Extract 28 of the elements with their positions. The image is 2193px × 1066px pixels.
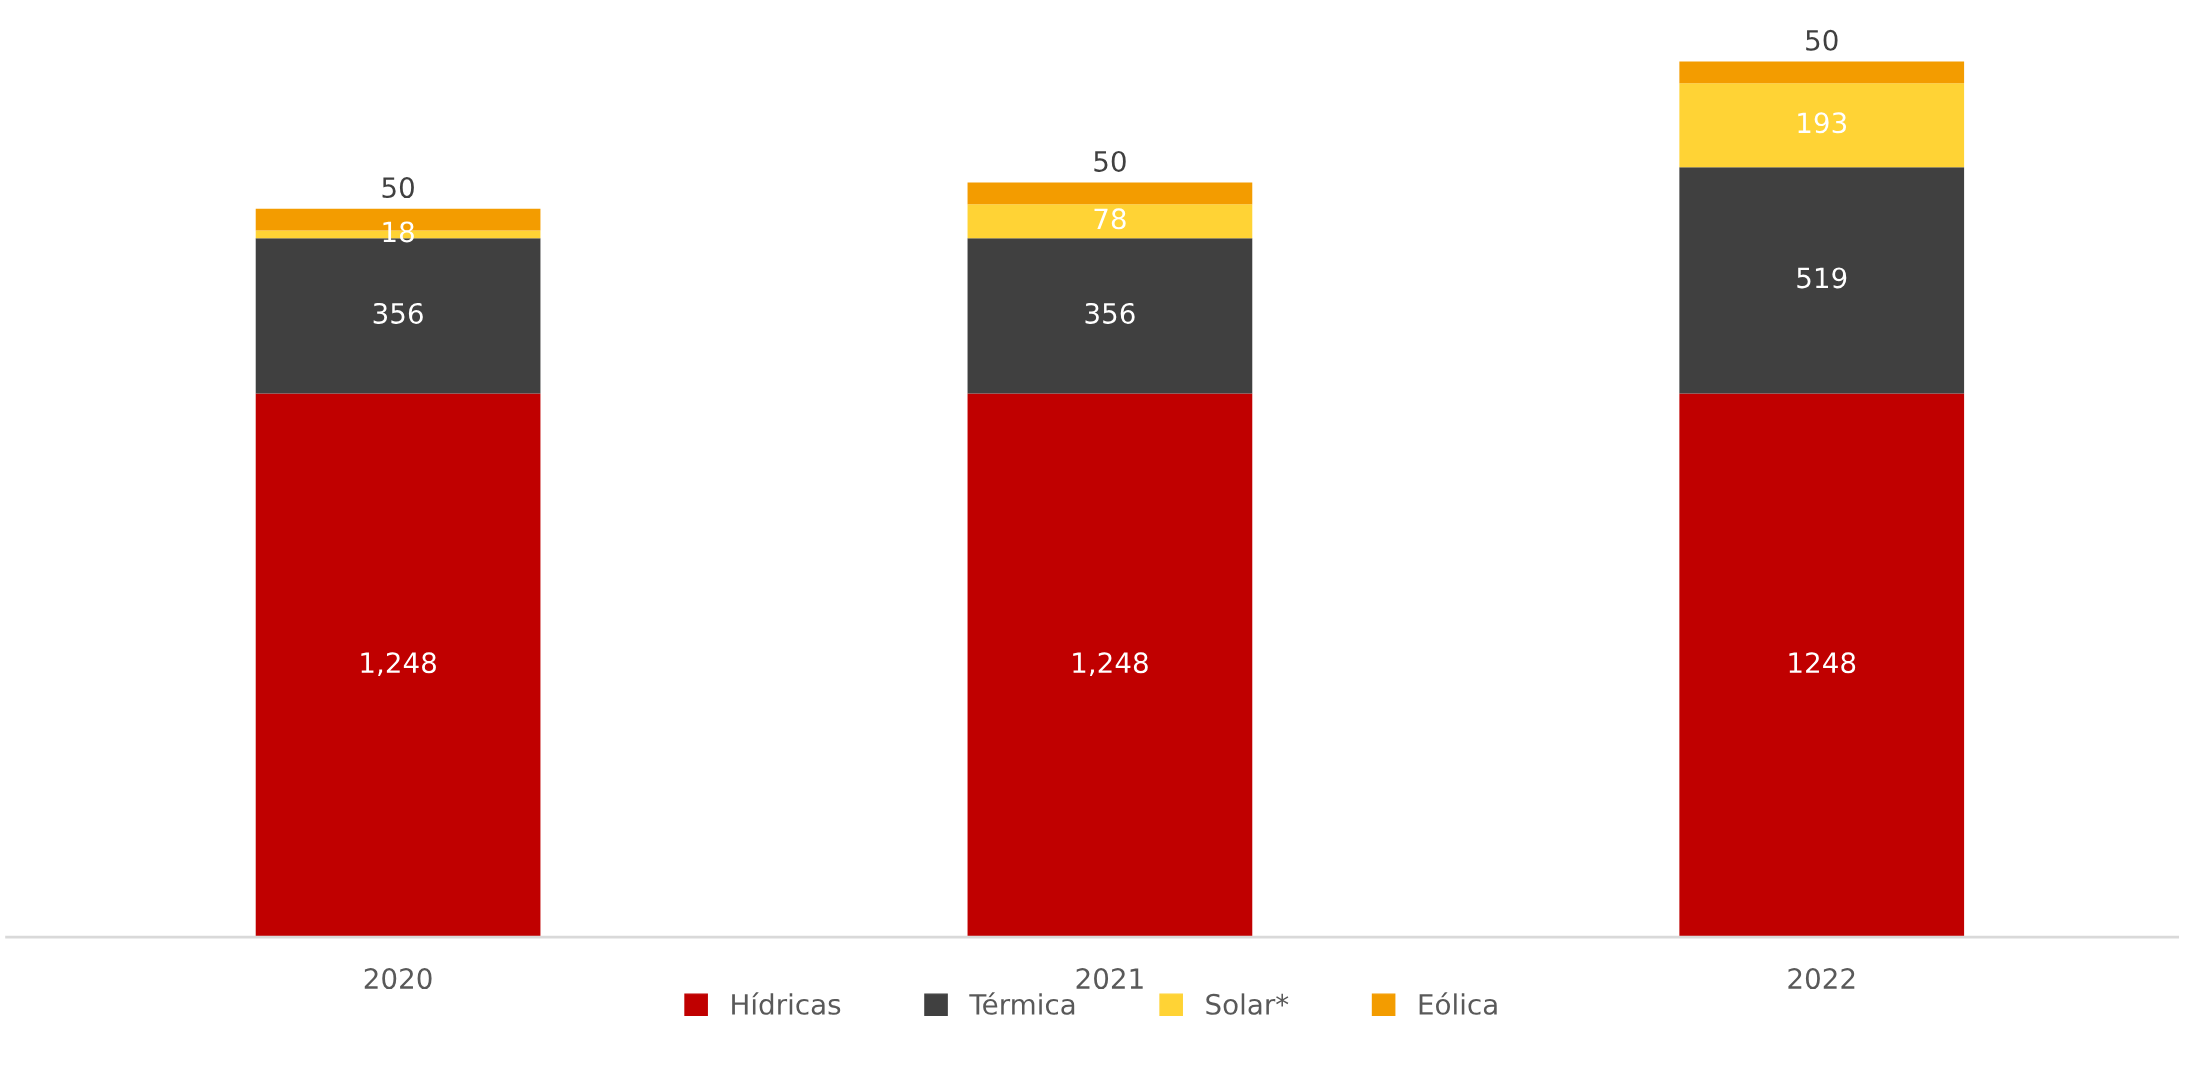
x-tick-label: 2020	[364, 968, 432, 990]
data-label: 356	[373, 302, 423, 324]
bar	[967, 238, 1253, 394]
legend-label: Solar*	[1206, 993, 1289, 1015]
legend-label: Eólica	[1419, 992, 1497, 1015]
bar	[255, 393, 541, 938]
data-label: 18	[383, 221, 414, 243]
bar	[967, 182, 1253, 205]
bar	[967, 393, 1253, 938]
data-label: 356	[1085, 302, 1135, 324]
data-label: 50	[1094, 150, 1126, 172]
legend-label: Térmica	[969, 992, 1075, 1015]
data-label: 519	[1797, 267, 1847, 289]
x-tick-label: 2021	[1076, 968, 1143, 990]
data-label: 1,248	[361, 652, 436, 677]
bar	[1679, 167, 1965, 394]
legend-label: Hídricas	[732, 992, 841, 1015]
data-label: 1248	[1789, 652, 1856, 674]
data-label: 50	[382, 177, 414, 199]
bar	[967, 204, 1253, 239]
data-label: 78	[1094, 208, 1126, 230]
data-label: 50	[1806, 29, 1838, 51]
bar	[1679, 83, 1965, 168]
data-label: 193	[1798, 112, 1847, 134]
x-tick-label: 2022	[1788, 968, 1855, 990]
bar	[1679, 61, 1965, 84]
bar	[1679, 393, 1965, 938]
data-label: 1,248	[1073, 652, 1148, 677]
